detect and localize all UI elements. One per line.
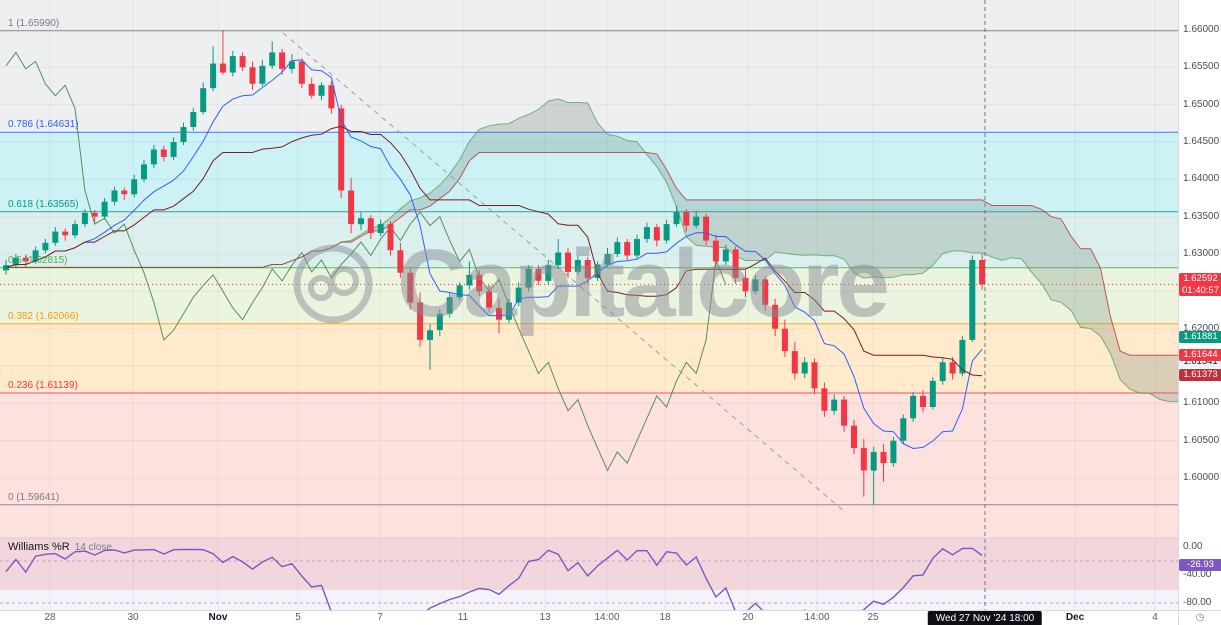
- price-tick-label: 1.60500: [1183, 435, 1220, 446]
- time-label: 14:00: [804, 612, 830, 623]
- price-tick-label: 1.66000: [1183, 24, 1220, 35]
- crosshair-time-badge: Wed 27 Nov '24 18:00: [927, 611, 1043, 625]
- time-label: Dec: [1065, 612, 1085, 623]
- williams-tick-label: 0.00: [1183, 541, 1203, 552]
- time-label: 25: [867, 612, 879, 623]
- price-tick-label: 1.64000: [1183, 173, 1220, 184]
- time-label: 7: [377, 612, 383, 623]
- time-label: Nov: [208, 612, 228, 623]
- indicator-name: Williams %R: [8, 541, 70, 553]
- fib-baseline-trendline[interactable]: [282, 32, 846, 513]
- indicator-title-williams-r[interactable]: Williams %R 14 close: [8, 541, 112, 553]
- fib-zones: [0, 0, 1178, 590]
- indicator-params: 14 close: [74, 542, 112, 553]
- price-axis[interactable]: 1.66000 1.65500 1.65000 1.64500 1.64000 1.635…: [1178, 0, 1221, 610]
- time-label: 11: [457, 612, 469, 623]
- price-countdown: 01:40:57: [1182, 285, 1219, 296]
- price-tag: 1.61644: [1179, 349, 1221, 361]
- time-label: 4: [1152, 612, 1158, 623]
- main-chart-canvas[interactable]: [0, 0, 1178, 610]
- price-tick-label: 1.65000: [1183, 99, 1220, 110]
- williams-tick-label: -80.00: [1183, 597, 1212, 608]
- time-axis[interactable]: Wed 27 Nov '24 18:00 28 30 Nov 5 7 11 13 14:00 1…: [0, 610, 1221, 625]
- price-tag: 1.61373: [1179, 369, 1221, 381]
- price-tick-label: 1.61000: [1183, 397, 1220, 408]
- price-tag: 1.62592 01:40:57: [1179, 273, 1221, 296]
- senkou-b-line[interactable]: [6, 152, 1178, 356]
- time-label: 5: [295, 612, 301, 623]
- time-label: 30: [127, 612, 139, 623]
- ichimoku-cloud[interactable]: [6, 98, 1178, 402]
- kijun-line[interactable]: [5, 125, 983, 377]
- candlestick-series[interactable]: [3, 30, 986, 505]
- price-tick-label: 1.64500: [1183, 136, 1220, 147]
- price-tick-label: 1.63000: [1183, 248, 1220, 259]
- gridlines: [0, 0, 1178, 610]
- williams-r-line[interactable]: [5, 547, 983, 610]
- time-label: 13: [539, 612, 551, 623]
- price-tick-label: 1.63500: [1183, 211, 1220, 222]
- time-label: 28: [44, 612, 56, 623]
- timezone-clock-icon[interactable]: ◷: [1178, 610, 1221, 625]
- time-label: 20: [742, 612, 754, 623]
- tenkan-line[interactable]: [5, 59, 983, 450]
- price-tag: 1.61881: [1179, 331, 1221, 343]
- time-label: 14:00: [594, 612, 620, 623]
- williams-tick-label: -40.00: [1183, 569, 1212, 580]
- williams-value-badge: -26.93: [1179, 559, 1221, 571]
- time-label: 18: [659, 612, 671, 623]
- price-tick-label: 1.62000: [1183, 323, 1220, 334]
- price-tick-label: 1.60000: [1183, 472, 1220, 483]
- chikou-line[interactable]: [5, 51, 727, 472]
- price-tick-label: 1.65500: [1183, 61, 1220, 72]
